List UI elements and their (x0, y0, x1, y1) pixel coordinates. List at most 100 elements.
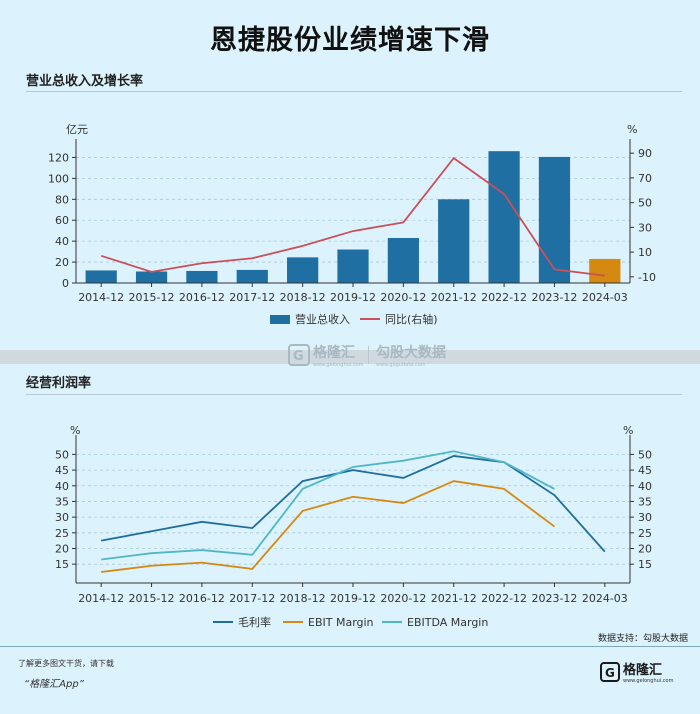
y-axis-label-right: % (627, 123, 637, 136)
y-tick-label: 25 (55, 527, 69, 540)
legend: 毛利率 EBIT Margin EBITDA Margin (213, 615, 488, 629)
revenue-bar (287, 257, 319, 283)
revenue-bar (589, 258, 621, 283)
page-title: 恩捷股份业绩增速下滑 (210, 25, 490, 56)
svg-text:G: G (293, 349, 304, 364)
x-tick-label: 2023-12 (531, 291, 577, 304)
revenue-bar (337, 249, 369, 283)
revenue-bar (538, 156, 571, 283)
growth-series-line (100, 156, 605, 277)
x-tick-label: 2023-12 (531, 592, 577, 605)
y2-tick-label: 90 (638, 147, 652, 160)
revenue-chart: 0 20 40 60 80 100 120 -10 10 30 50 70 90 2014-12 2015-… (48, 123, 656, 326)
y-tick-label: 35 (55, 495, 69, 508)
x-tick-label: 2020-12 (380, 291, 426, 304)
y2-tick-label: 40 (638, 480, 652, 493)
y2-tick-label: 15 (638, 558, 652, 571)
legend: 营业总收入 同比(右轴) (270, 312, 438, 326)
growth-line (100, 156, 605, 277)
y2-tick-label: 25 (638, 527, 652, 540)
y2-tick-label: 35 (638, 495, 652, 508)
x-tick-label: 2016-12 (179, 592, 225, 605)
revenue-bar (438, 199, 470, 283)
x-tick-label: 2019-12 (330, 291, 376, 304)
x-tick-label: 2022-12 (481, 291, 527, 304)
y2-tick-label: -10 (638, 271, 656, 284)
x-tick-label: 2017-12 (229, 592, 275, 605)
legend-label-gross: 毛利率 (238, 615, 271, 629)
y2-tick-label: 70 (638, 172, 652, 185)
x-tick-label: 2014-12 (78, 592, 124, 605)
revenue-bar (488, 151, 520, 283)
brand-logo-icon: G (600, 661, 620, 682)
revenue-bar (135, 271, 168, 283)
x-tick-label: 2016-12 (179, 291, 225, 304)
legend-label-ebitda: EBITDA Margin (407, 616, 488, 629)
y-axis-label-left: 亿元 (66, 123, 88, 136)
footer-logo[interactable]: G 格隆汇 www.gelonghui.com (600, 659, 673, 684)
revenue-bar (85, 270, 117, 283)
y-axis-label-left: % (70, 424, 80, 437)
footer-divider (0, 646, 700, 647)
watermark-data-text: 勾股大数据 (376, 345, 446, 361)
watermark-brand-text: 格隆汇 (313, 345, 355, 361)
x-tick-label: 2015-12 (129, 592, 175, 605)
y-tick-label: 80 (55, 193, 69, 206)
margin-series-line (101, 450, 555, 561)
axes: 0 20 40 60 80 100 120 -10 10 30 50 70 90 2014-12 2015-… (48, 139, 656, 304)
watermark-data-sub: www.gogudata.com (376, 362, 426, 368)
legend-label-ebit: EBIT Margin (308, 616, 374, 629)
y-tick-label: 30 (55, 511, 69, 524)
y-tick-label: 20 (55, 543, 69, 556)
section-separator (0, 350, 700, 364)
axes: 15 15 20 20 25 25 30 30 35 35 40 40 45 45 50 50 2014-12 2… (55, 435, 652, 605)
footer-logo-sub: www.gelonghui.com (623, 678, 674, 684)
y-tick-label: 40 (55, 480, 69, 493)
y-axis-label-right: % (623, 424, 633, 437)
section-title-revenue: 营业总收入及增长率 (26, 74, 144, 89)
watermark-divider (368, 346, 369, 364)
legend-swatch-revenue (270, 315, 290, 324)
watermark-brand: G 格隆汇 www.gelonghui.com (288, 342, 363, 368)
x-tick-label: 2020-12 (380, 592, 426, 605)
y2-tick-label: 50 (638, 197, 652, 210)
x-tick-label: 2017-12 (229, 291, 275, 304)
margin-lines (101, 450, 606, 573)
revenue-bars (85, 151, 621, 283)
section-divider (26, 91, 682, 92)
watermark-data: 勾股大数据 www.gogudata.com (376, 342, 446, 368)
legend-label-growth: 同比(右轴) (385, 312, 438, 326)
footer-app-name: “格隆汇App” (24, 679, 84, 690)
x-tick-label: 2018-12 (280, 291, 326, 304)
y-tick-label: 0 (62, 277, 69, 290)
revenue-bar (236, 269, 268, 283)
data-support-label: 数据支持：勾股大数据 (598, 634, 689, 644)
watermark-brand-sub: www.gelonghui.com (313, 362, 364, 368)
y2-tick-label: 20 (638, 543, 652, 556)
y2-tick-label: 10 (638, 246, 652, 259)
x-tick-label: 2015-12 (129, 291, 175, 304)
y2-tick-label: 50 (638, 448, 652, 461)
brand-logo-icon: G (288, 344, 310, 366)
x-tick-label: 2021-12 (431, 592, 477, 605)
revenue-bar (186, 270, 218, 283)
x-tick-label: 2022-12 (481, 592, 527, 605)
x-tick-label: 2021-12 (431, 291, 477, 304)
y-tick-label: 100 (48, 172, 69, 185)
svg-text:G: G (605, 666, 615, 680)
section-divider (26, 394, 682, 395)
y-tick-label: 120 (48, 151, 69, 164)
x-tick-label: 2024-03 (582, 291, 628, 304)
legend-label-revenue: 营业总收入 (295, 312, 350, 326)
margin-series-line (101, 455, 606, 553)
x-tick-label: 2024-03 (582, 592, 628, 605)
revenue-bar (387, 238, 419, 283)
y-tick-label: 50 (55, 448, 69, 461)
x-tick-label: 2018-12 (280, 592, 326, 605)
margin-chart: 15 15 20 20 25 25 30 30 35 35 40 40 45 45 50 50 2014-12 2… (55, 424, 652, 629)
section-title-margin: 经营利润率 (26, 376, 92, 391)
y-tick-label: 60 (55, 214, 69, 227)
x-tick-label: 2014-12 (78, 291, 124, 304)
footer-logo-text: 格隆汇 (623, 663, 663, 678)
footer-download-text: 了解更多图文干货，请下载 (18, 659, 114, 668)
